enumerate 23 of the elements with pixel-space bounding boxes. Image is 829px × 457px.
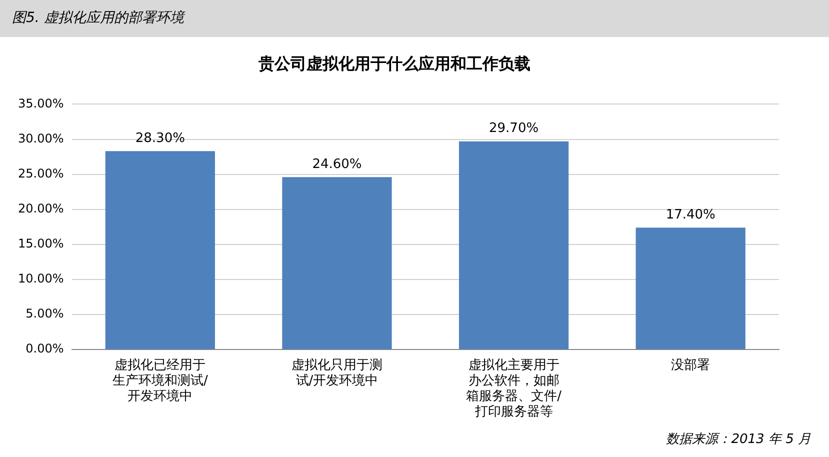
y-tick-label: 10.00% [18, 272, 64, 286]
data-label: 28.30% [135, 131, 185, 146]
y-tick-label: 30.00% [18, 131, 64, 146]
caption: 图5. 虚拟化应用的部署环境 [0, 0, 829, 37]
y-tick-label: 15.00% [18, 236, 64, 251]
bar [636, 228, 746, 350]
y-tick-label: 0.00% [26, 342, 64, 356]
source-note: 数据来源：2013 年 5 月 [666, 431, 811, 448]
y-tick-label: 5.00% [26, 306, 64, 321]
y-tick-label: 35.00% [18, 96, 64, 110]
bar [282, 177, 392, 350]
y-tick-label: 25.00% [18, 166, 64, 180]
data-label: 17.40% [666, 207, 716, 222]
bar [458, 141, 569, 350]
x-tick-label: 没部署 [671, 358, 710, 373]
bar [105, 151, 215, 350]
x-tick-label: 虚拟化主要用于办公软件，如邮箱服务器、文件/打印服务器等 [466, 356, 562, 420]
data-label: 24.60% [312, 156, 362, 172]
data-label: 29.70% [488, 121, 539, 136]
x-tick-label: 虚拟化只用于测试/开发环境中 [291, 358, 382, 388]
chart-title: 贵公司虚拟化用于什么应用和工作负载 [258, 54, 530, 73]
y-tick-label: 20.00% [18, 201, 64, 216]
x-tick-label: 虚拟化已经用于生产环境和测试/开发环境中 [112, 358, 208, 404]
